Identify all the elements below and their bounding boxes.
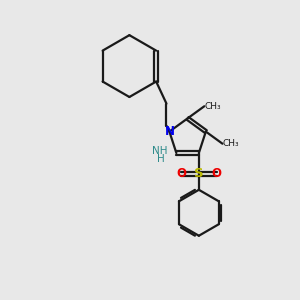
Text: CH₃: CH₃: [204, 102, 221, 111]
Text: N: N: [164, 125, 174, 138]
Text: H: H: [157, 154, 165, 164]
Text: S: S: [194, 167, 204, 180]
Text: O: O: [212, 167, 221, 180]
Text: O: O: [176, 167, 186, 180]
Text: CH₃: CH₃: [223, 139, 239, 148]
Text: NH: NH: [152, 146, 168, 156]
